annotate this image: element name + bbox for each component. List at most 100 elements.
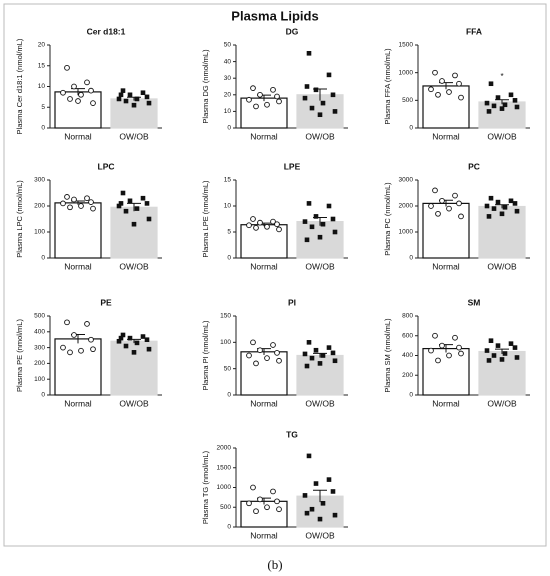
data-point: [257, 496, 263, 503]
y-tick-label: 500: [402, 97, 413, 104]
data-point: [491, 353, 497, 358]
x-tick-label: Normal: [250, 398, 278, 408]
data-point: [84, 321, 90, 327]
y-tick-label: 100: [34, 229, 45, 236]
y-tick-label: 0: [227, 125, 231, 132]
y-axis-label: Plasma LPE (nmol/mL): [201, 180, 210, 258]
y-tick-label: 200: [34, 360, 45, 367]
y-tick-label: 20: [224, 92, 232, 99]
x-tick-label: Normal: [250, 261, 278, 271]
error-bar: [495, 204, 509, 209]
x-tick-label: OW/OB: [487, 131, 517, 141]
data-point: [488, 338, 494, 343]
data-point: [250, 216, 256, 222]
data-point: [67, 204, 73, 211]
y-tick-label: 300: [34, 344, 45, 351]
y-tick-label: 500: [34, 313, 45, 320]
data-point: [250, 85, 256, 92]
data-point: [123, 208, 129, 214]
data-point: [317, 234, 323, 240]
data-point: [302, 351, 308, 357]
figure-title: Plasma Lipids: [231, 8, 318, 23]
y-tick-label: 0: [409, 255, 413, 262]
y-axis-label: Plasma TG (nmol/mL): [201, 450, 210, 524]
data-point: [64, 319, 70, 326]
data-point: [71, 83, 77, 90]
data-point: [146, 346, 152, 352]
data-point: [264, 504, 270, 511]
data-point: [88, 199, 94, 205]
data-point: [484, 203, 490, 209]
data-point: [446, 352, 452, 359]
data-point: [274, 221, 280, 228]
data-point: [257, 347, 263, 354]
data-point: [502, 102, 508, 108]
data-point: [250, 339, 256, 346]
data-point: [274, 93, 280, 100]
data-point: [88, 87, 94, 94]
data-point: [432, 69, 438, 76]
x-tick-label: OW/OB: [487, 261, 517, 271]
data-point: [495, 95, 501, 100]
data-point: [146, 100, 152, 106]
x-tick-label: Normal: [64, 261, 92, 271]
data-point: [90, 346, 96, 353]
data-point: [118, 335, 124, 341]
data-point: [140, 90, 146, 96]
data-point: [484, 348, 490, 353]
data-point: [306, 340, 312, 345]
data-point: [264, 101, 270, 108]
data-point: [491, 103, 497, 109]
data-point: [330, 216, 336, 222]
data-point: [257, 219, 263, 226]
data-point: [306, 201, 312, 206]
y-tick-label: 1500: [399, 42, 414, 49]
data-point: [304, 237, 310, 243]
data-point: [276, 226, 282, 233]
bar: [54, 202, 102, 259]
y-tick-label: 3000: [399, 177, 414, 184]
data-point: [495, 199, 501, 205]
data-point: [90, 100, 96, 106]
data-point: [317, 516, 323, 522]
y-tick-label: 600: [402, 332, 413, 339]
data-point: [60, 89, 66, 96]
panel-title: DG: [286, 26, 299, 36]
data-point: [246, 500, 252, 507]
data-point: [313, 214, 319, 219]
data-point: [495, 343, 501, 348]
y-tick-label: 200: [402, 372, 413, 379]
data-point: [512, 98, 518, 103]
x-tick-label: OW/OB: [305, 398, 335, 408]
y-tick-label: 50: [224, 365, 232, 372]
y-axis-label: Plasma PC (nmol/mL): [383, 182, 392, 256]
data-point: [332, 229, 338, 235]
y-tick-label: 0: [227, 524, 231, 531]
data-point: [456, 200, 462, 207]
data-point: [458, 213, 464, 220]
x-tick-label: OW/OB: [487, 398, 517, 408]
y-tick-label: 1000: [217, 484, 232, 491]
x-tick-label: Normal: [250, 131, 278, 141]
y-tick-label: 5: [41, 104, 45, 111]
data-point: [320, 501, 326, 506]
y-tick-label: 150: [220, 313, 231, 320]
data-point: [508, 341, 514, 346]
y-tick-label: 20: [38, 42, 46, 49]
data-point: [118, 201, 124, 206]
y-tick-label: 30: [224, 75, 232, 82]
data-point: [146, 216, 152, 222]
data-point: [304, 363, 310, 369]
data-point: [120, 332, 126, 338]
data-point: [127, 335, 133, 341]
data-point: [246, 352, 252, 359]
data-point: [332, 109, 338, 114]
data-point: [502, 205, 508, 210]
data-point: [432, 187, 438, 194]
data-point: [140, 195, 146, 201]
data-point: [326, 72, 332, 78]
data-point: [270, 218, 276, 225]
x-tick-label: Normal: [432, 261, 460, 271]
caption: (b): [267, 557, 282, 572]
